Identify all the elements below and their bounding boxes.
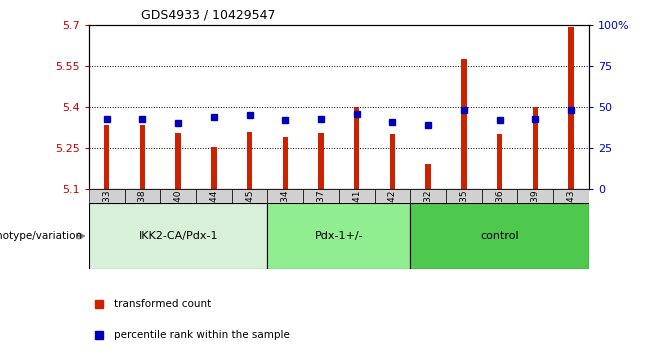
Text: GSM1151233: GSM1151233 xyxy=(102,189,111,250)
Text: GSM1151235: GSM1151235 xyxy=(459,189,468,250)
Bar xyxy=(318,133,324,189)
Bar xyxy=(267,189,303,203)
Bar xyxy=(411,203,589,269)
Text: GSM1151236: GSM1151236 xyxy=(495,189,504,250)
Text: genotype/variation: genotype/variation xyxy=(0,231,82,241)
Text: GDS4933 / 10429547: GDS4933 / 10429547 xyxy=(141,9,276,22)
Bar xyxy=(232,189,267,203)
Bar xyxy=(390,134,395,189)
Bar xyxy=(569,27,574,189)
Bar xyxy=(497,134,502,189)
Bar xyxy=(426,164,431,189)
Text: GSM1151241: GSM1151241 xyxy=(352,189,361,250)
Bar xyxy=(176,133,181,189)
Bar xyxy=(124,189,161,203)
Text: GSM1151239: GSM1151239 xyxy=(531,189,540,250)
Bar xyxy=(532,107,538,189)
Text: percentile rank within the sample: percentile rank within the sample xyxy=(114,330,290,340)
Text: GSM1151245: GSM1151245 xyxy=(245,189,254,250)
Text: GSM1151243: GSM1151243 xyxy=(567,189,576,250)
Bar xyxy=(89,189,124,203)
Text: transformed count: transformed count xyxy=(114,299,211,309)
Bar xyxy=(374,189,411,203)
Text: GSM1151240: GSM1151240 xyxy=(174,189,183,250)
Bar xyxy=(303,189,339,203)
Bar xyxy=(267,203,411,269)
Text: GSM1151234: GSM1151234 xyxy=(281,189,290,250)
Bar xyxy=(104,125,109,189)
Bar xyxy=(161,189,196,203)
Bar xyxy=(339,189,374,203)
Text: GSM1151232: GSM1151232 xyxy=(424,189,433,250)
Bar xyxy=(211,147,216,189)
Bar xyxy=(247,132,252,189)
Bar xyxy=(89,203,267,269)
Text: IKK2-CA/Pdx-1: IKK2-CA/Pdx-1 xyxy=(138,231,218,241)
Text: GSM1151237: GSM1151237 xyxy=(316,189,326,250)
Bar xyxy=(139,125,145,189)
Bar xyxy=(446,189,482,203)
Text: GSM1151244: GSM1151244 xyxy=(209,189,218,250)
Bar xyxy=(283,137,288,189)
Bar xyxy=(411,189,446,203)
Text: control: control xyxy=(480,231,519,241)
Text: Pdx-1+/-: Pdx-1+/- xyxy=(315,231,363,241)
Bar xyxy=(482,189,517,203)
Text: GSM1151238: GSM1151238 xyxy=(138,189,147,250)
Bar xyxy=(354,107,359,189)
Bar xyxy=(553,189,589,203)
Bar xyxy=(517,189,553,203)
Text: GSM1151242: GSM1151242 xyxy=(388,189,397,250)
Bar xyxy=(461,60,467,189)
Bar xyxy=(196,189,232,203)
